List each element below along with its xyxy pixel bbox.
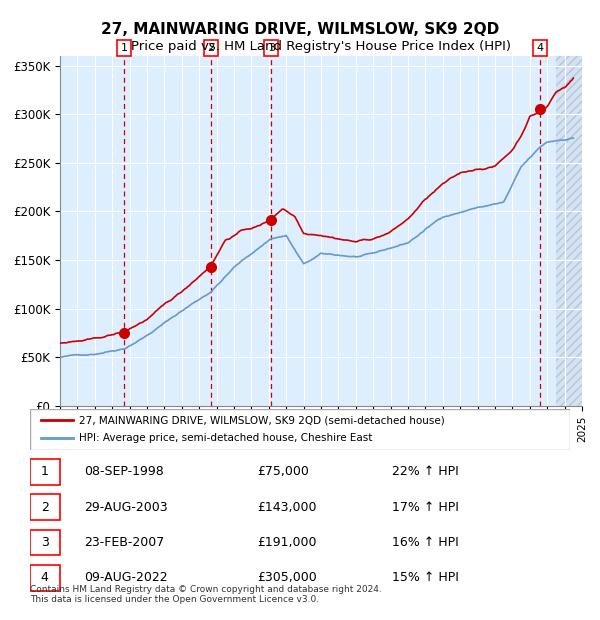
Text: 08-SEP-1998: 08-SEP-1998 bbox=[84, 466, 164, 478]
Text: 2: 2 bbox=[41, 501, 49, 513]
Text: 17% ↑ HPI: 17% ↑ HPI bbox=[392, 501, 458, 513]
FancyBboxPatch shape bbox=[30, 565, 60, 591]
Text: 23-FEB-2007: 23-FEB-2007 bbox=[84, 536, 164, 549]
Text: 3: 3 bbox=[41, 536, 49, 549]
Text: 15% ↑ HPI: 15% ↑ HPI bbox=[392, 572, 458, 584]
Title: Price paid vs. HM Land Registry's House Price Index (HPI): Price paid vs. HM Land Registry's House … bbox=[131, 40, 511, 53]
Text: 1: 1 bbox=[121, 43, 128, 53]
Text: 4: 4 bbox=[41, 572, 49, 584]
Bar bbox=[556, 56, 582, 406]
FancyBboxPatch shape bbox=[30, 529, 60, 556]
Text: HPI: Average price, semi-detached house, Cheshire East: HPI: Average price, semi-detached house,… bbox=[79, 433, 372, 443]
Text: £75,000: £75,000 bbox=[257, 466, 308, 478]
FancyBboxPatch shape bbox=[30, 494, 60, 520]
Text: 22% ↑ HPI: 22% ↑ HPI bbox=[392, 466, 458, 478]
Text: 27, MAINWARING DRIVE, WILMSLOW, SK9 2QD (semi-detached house): 27, MAINWARING DRIVE, WILMSLOW, SK9 2QD … bbox=[79, 415, 445, 425]
Text: 09-AUG-2022: 09-AUG-2022 bbox=[84, 572, 167, 584]
FancyBboxPatch shape bbox=[30, 409, 570, 450]
Text: £143,000: £143,000 bbox=[257, 501, 316, 513]
FancyBboxPatch shape bbox=[30, 459, 60, 485]
Text: 16% ↑ HPI: 16% ↑ HPI bbox=[392, 536, 458, 549]
Text: 1: 1 bbox=[41, 466, 49, 478]
Text: 2: 2 bbox=[207, 43, 214, 53]
Text: £305,000: £305,000 bbox=[257, 572, 317, 584]
Text: Contains HM Land Registry data © Crown copyright and database right 2024.
This d: Contains HM Land Registry data © Crown c… bbox=[30, 585, 382, 604]
Text: 3: 3 bbox=[268, 43, 275, 53]
Text: 4: 4 bbox=[536, 43, 544, 53]
Text: 29-AUG-2003: 29-AUG-2003 bbox=[84, 501, 167, 513]
Text: 27, MAINWARING DRIVE, WILMSLOW, SK9 2QD: 27, MAINWARING DRIVE, WILMSLOW, SK9 2QD bbox=[101, 22, 499, 37]
Text: £191,000: £191,000 bbox=[257, 536, 316, 549]
